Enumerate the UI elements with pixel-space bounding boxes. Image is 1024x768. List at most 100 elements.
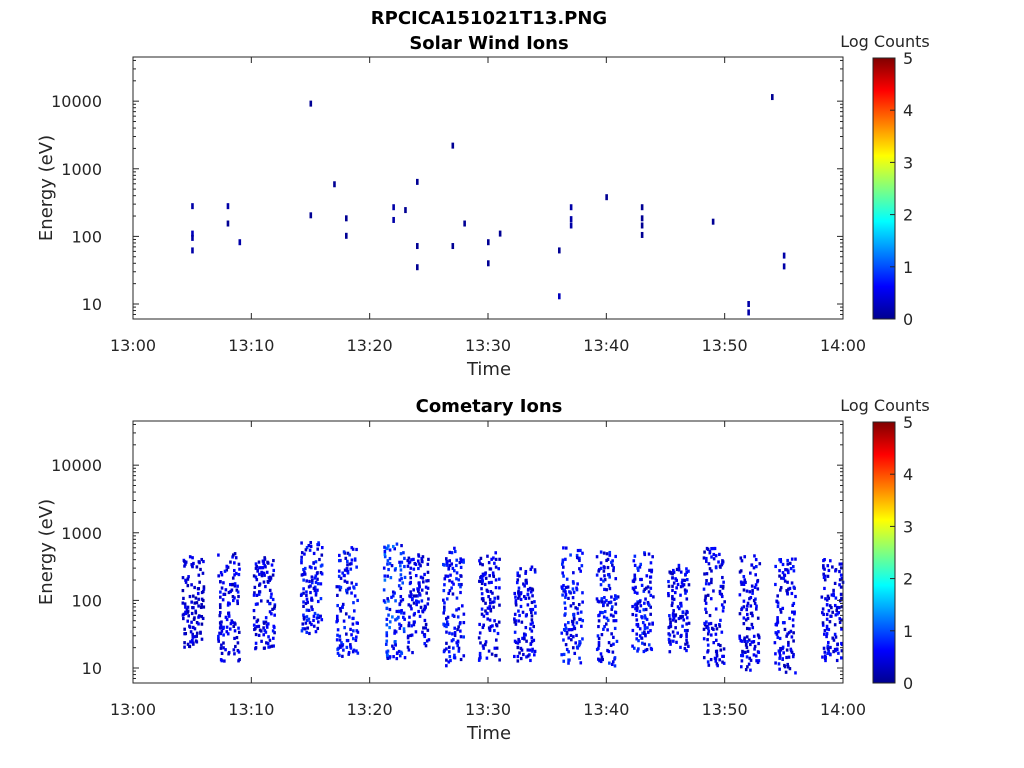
heatmap-cell: [826, 640, 830, 645]
heatmap-cell: [519, 597, 523, 602]
heatmap-cell: [669, 571, 673, 575]
heatmap-cell: [255, 593, 259, 597]
heatmap-cell: [312, 551, 316, 556]
heatmap-cell: [264, 630, 268, 634]
heatmap-cell: [199, 630, 202, 634]
heatmap-cell: [792, 585, 796, 589]
colorbar-tick-label: 1: [903, 622, 913, 641]
heatmap-cell: [712, 546, 715, 551]
heatmap-cell: [581, 637, 584, 641]
heatmap-cell: [606, 603, 609, 607]
heatmap-cell: [681, 610, 685, 615]
heatmap-cell: [612, 614, 615, 618]
x-tick-label: 13:50: [702, 700, 748, 719]
heatmap-cell: [195, 631, 199, 635]
heatmap-cell: [426, 628, 430, 632]
heatmap-cell: [828, 620, 832, 624]
heatmap-cell: [567, 650, 570, 654]
heatmap-cell: [822, 612, 825, 617]
heatmap-cell: [640, 583, 644, 587]
heatmap-cell: [709, 633, 713, 637]
heatmap-cell: [704, 601, 708, 605]
heatmap-cell: [715, 627, 719, 631]
heatmap-cell: [457, 625, 460, 629]
heatmap-cell: [191, 203, 194, 210]
heatmap-cell: [316, 613, 320, 617]
heatmap-cell: [395, 656, 399, 661]
heatmap-cell: [336, 628, 340, 632]
ion-burst: [702, 546, 726, 668]
heatmap-cell: [192, 617, 196, 621]
heatmap-cell: [570, 628, 574, 632]
heatmap-cell: [706, 643, 710, 647]
heatmap-cell: [452, 582, 455, 586]
heatmap-cell: [333, 181, 336, 188]
heatmap-cell: [580, 564, 584, 568]
heatmap-cell: [758, 562, 762, 566]
heatmap-cell: [558, 247, 561, 254]
heatmap-cell: [514, 599, 518, 603]
heatmap-cell: [718, 589, 722, 594]
heatmap-cell: [635, 632, 639, 636]
heatmap-cell: [714, 566, 718, 570]
heatmap-cell: [402, 627, 406, 631]
heatmap-cell: [237, 594, 240, 599]
heatmap-cell: [347, 615, 351, 619]
heatmap-cell: [447, 566, 451, 570]
heatmap-cell: [681, 578, 684, 582]
heatmap-cell: [235, 635, 239, 640]
heatmap-cell: [782, 576, 786, 581]
colorbar-tick-label: 2: [903, 206, 913, 225]
heatmap-cell: [225, 630, 229, 634]
heatmap-cell: [607, 600, 611, 605]
heatmap-cell: [576, 611, 580, 615]
heatmap-cell: [386, 574, 389, 578]
heatmap-cell: [386, 597, 389, 601]
heatmap-cell: [457, 607, 461, 611]
heatmap-cell: [195, 601, 199, 605]
heatmap-cell: [610, 662, 614, 666]
panel-title-cometary: Cometary Ions: [416, 396, 563, 417]
heatmap-cell: [409, 580, 413, 585]
heatmap-cell: [459, 635, 463, 639]
heatmap-cell: [320, 618, 324, 622]
heatmap-cell: [316, 577, 319, 581]
heatmap-cell: [687, 583, 691, 587]
heatmap-cell: [649, 586, 653, 590]
heatmap-cell: [445, 617, 448, 621]
heatmap-cell: [687, 569, 690, 573]
heatmap-cell: [746, 639, 749, 644]
heatmap-cell: [453, 546, 456, 550]
heatmap-cell: [677, 568, 681, 572]
heatmap-cell: [446, 615, 450, 619]
heatmap-cell: [453, 631, 457, 635]
heatmap-cell: [523, 584, 526, 588]
heatmap-cell: [480, 574, 483, 579]
heatmap-cell: [579, 548, 582, 553]
heatmap-cell: [828, 652, 832, 656]
heatmap-cell: [457, 646, 461, 650]
heatmap-cell: [685, 577, 689, 582]
heatmap-cell: [741, 649, 744, 654]
heatmap-cell: [569, 628, 572, 632]
ion-burst: [738, 554, 762, 672]
heatmap-cell: [668, 614, 671, 618]
heatmap-cell: [824, 655, 827, 660]
heatmap-cell: [577, 602, 581, 607]
heatmap-cell: [398, 578, 402, 582]
heatmap-cell: [577, 644, 581, 648]
heatmap-cell: [519, 604, 523, 609]
heatmap-cell: [750, 584, 754, 588]
heatmap-cell: [233, 561, 236, 565]
heatmap-cell: [607, 641, 611, 645]
heatmap-cell: [756, 633, 760, 637]
heatmap-cell: [445, 658, 448, 662]
heatmap-cell: [311, 607, 314, 612]
heatmap-cell: [671, 630, 675, 634]
x-tick-label: 13:00: [110, 700, 156, 719]
heatmap-cell: [605, 552, 609, 556]
heatmap-cell: [675, 567, 679, 572]
heatmap-cell: [712, 557, 716, 561]
heatmap-cell: [498, 557, 501, 561]
heatmap-cell: [252, 574, 256, 578]
